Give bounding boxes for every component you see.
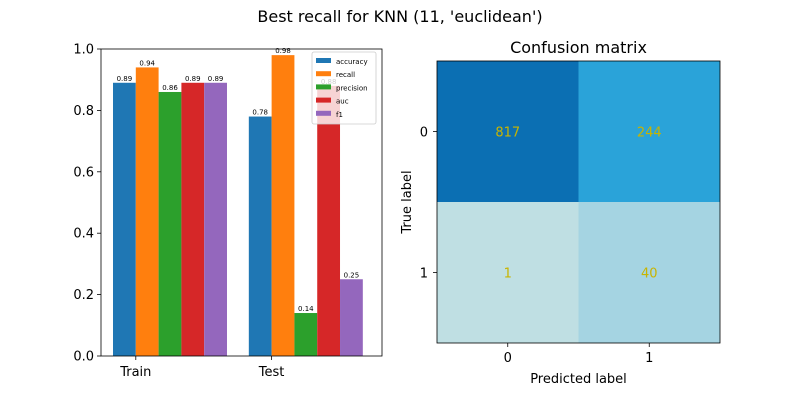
bar-label: 0.98: [275, 47, 291, 55]
bar-auc-train: [181, 82, 205, 357]
cm-x-tick-label: 0: [504, 351, 512, 366]
y-tick-label: 0.2: [73, 288, 94, 303]
y-tick-label: 1.0: [73, 43, 94, 58]
legend-swatch-accuracy: [316, 58, 331, 63]
cm-y-tick-label: 1: [420, 267, 428, 282]
bar-label: 0.86: [162, 84, 178, 92]
cm-cell-value: 817: [495, 126, 520, 141]
cm-xlabel: Predicted label: [530, 372, 627, 387]
bar-accuracy-test: [248, 116, 272, 356]
bar-precision-test: [294, 313, 318, 356]
bar-label: 0.25: [344, 271, 360, 279]
cm-axes-frame: [436, 60, 721, 344]
legend-label-accuracy: accuracy: [336, 58, 368, 66]
x-tick-label: Train: [119, 365, 151, 380]
cm-cell-value: 1: [504, 267, 512, 282]
bar-recall-train: [135, 67, 159, 357]
x-tick-label: Test: [258, 365, 285, 380]
cm-cell-0-0: [437, 61, 579, 202]
confusion-matrix-chart: Confusion matrix 817 244 1 40 0 1 0 1 Predicted l…: [400, 38, 721, 387]
cm-cell-0-1: [578, 61, 720, 202]
cm-y-tick-label: 0: [420, 126, 428, 141]
legend-label-auc: auc: [336, 98, 349, 106]
bar-accuracy-train: [113, 82, 136, 357]
y-tick-label: 0.0: [73, 350, 94, 365]
cm-x-tick-label: 1: [645, 351, 653, 366]
cm-cell-1-0: [437, 202, 579, 343]
bar-label: 0.94: [139, 59, 155, 67]
legend-box: [311, 51, 377, 125]
bar-axes-frame: [100, 48, 383, 357]
y-tick-label: 0.6: [73, 165, 94, 180]
cm-cell-value: 40: [641, 267, 658, 282]
bar-label: 0.78: [252, 109, 268, 117]
legend-swatch-f1: [316, 110, 331, 116]
bar-chart: 0.890.780.940.980.860.140.890.880.890.25…: [73, 43, 383, 380]
y-tick-label: 0.4: [73, 227, 94, 242]
cm-cell-1-1: [578, 202, 720, 343]
legend-swatch-precision: [316, 84, 331, 90]
bar-f1-test: [340, 279, 363, 356]
figure-title: Best recall for KNN (11, 'euclidean'): [257, 7, 542, 26]
legend-label-precision: precision: [336, 84, 368, 92]
bar-label: 0.14: [298, 305, 314, 313]
bar-recall-test: [271, 55, 295, 356]
legend-swatch-recall: [316, 71, 331, 77]
bar-auc-test: [317, 85, 341, 356]
bar-label: 0.89: [117, 75, 133, 83]
cm-title: Confusion matrix: [510, 38, 647, 57]
cm-ylabel: True label: [400, 170, 415, 234]
bar-f1-train: [204, 82, 227, 357]
legend-label-f1: f1: [336, 111, 343, 119]
cm-cell-value: 244: [637, 126, 662, 141]
y-tick-label: 0.8: [73, 104, 94, 119]
bar-label: 0.89: [208, 75, 224, 83]
legend-label-recall: recall: [336, 71, 355, 79]
legend-swatch-auc: [316, 97, 331, 103]
bar-label: 0.89: [185, 75, 201, 83]
bar-precision-train: [158, 91, 182, 356]
